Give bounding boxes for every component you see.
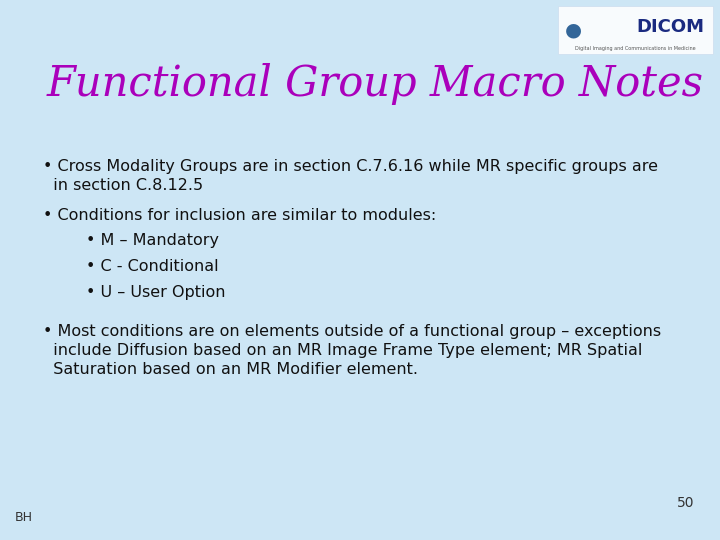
Text: • Most conditions are on elements outside of a functional group – exceptions: • Most conditions are on elements outsid… [43, 324, 662, 339]
Text: in section C.8.12.5: in section C.8.12.5 [43, 178, 203, 193]
Text: Digital Imaging and Communications in Medicine: Digital Imaging and Communications in Me… [575, 46, 696, 51]
Text: • Cross Modality Groups are in section C.7.6.16 while MR specific groups are: • Cross Modality Groups are in section C… [43, 159, 658, 174]
Text: Functional Group Macro Notes: Functional Group Macro Notes [47, 63, 703, 105]
Text: • M – Mandatory: • M – Mandatory [86, 233, 220, 248]
Text: DICOM: DICOM [636, 18, 704, 36]
Text: Saturation based on an MR Modifier element.: Saturation based on an MR Modifier eleme… [43, 362, 418, 377]
Text: include Diffusion based on an MR Image Frame Type element; MR Spatial: include Diffusion based on an MR Image F… [43, 343, 642, 358]
Text: ●: ● [565, 20, 582, 39]
FancyBboxPatch shape [558, 6, 713, 54]
Text: • U – User Option: • U – User Option [86, 285, 226, 300]
Text: • Conditions for inclusion are similar to modules:: • Conditions for inclusion are similar t… [43, 208, 436, 223]
Text: 50: 50 [678, 496, 695, 510]
Text: • C - Conditional: • C - Conditional [86, 259, 219, 274]
Text: BH: BH [14, 511, 32, 524]
